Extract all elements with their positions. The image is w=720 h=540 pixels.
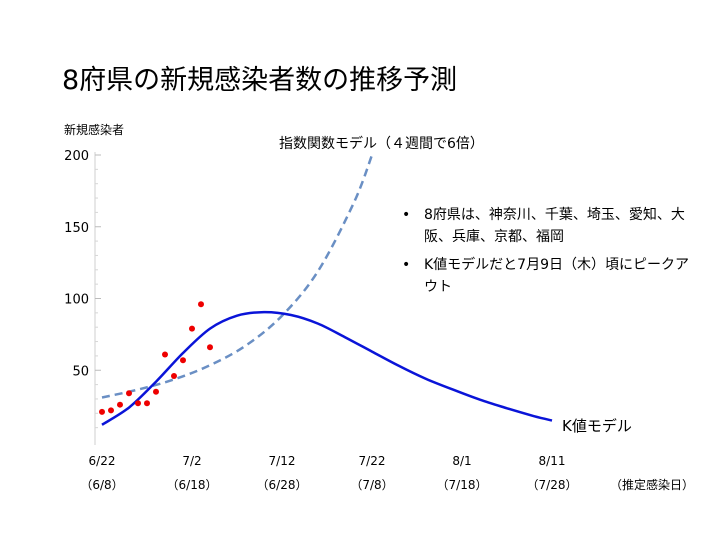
- data-point: [162, 351, 168, 358]
- bullet-list: • 8府県は、神奈川、千葉、埼玉、愛知、大阪、兵庫、京都、福岡 • K値モデルだと7…: [398, 204, 698, 304]
- data-point: [108, 407, 114, 414]
- x-tick-label: 6/22: [89, 454, 116, 468]
- bullet-item: • K値モデルだと7月9日（木）頃にピークアウト: [398, 254, 698, 298]
- y-tick-label: 100: [64, 293, 89, 308]
- x-tick-label: 8/11: [539, 454, 566, 468]
- exponential-model-label: 指数関数モデル（４週間で6倍）: [279, 135, 484, 152]
- y-axis-label: 新規感染者: [64, 122, 124, 137]
- x-tick-label: 8/1: [452, 454, 471, 468]
- data-point: [99, 408, 105, 415]
- x-tick-label: 7/2: [182, 454, 201, 468]
- data-point: [171, 372, 177, 379]
- x-axis-label: （推定感染日）: [610, 477, 694, 492]
- data-point: [153, 388, 159, 395]
- x-tick-sublabel: （6/8）: [80, 478, 123, 492]
- x-tick-label: 7/22: [359, 454, 386, 468]
- x-tick-sublabel: （7/28）: [527, 478, 578, 492]
- k-model-label: K値モデル: [562, 417, 632, 435]
- x-tick-sublabel: （7/18）: [437, 478, 488, 492]
- series-exponential-line: [101, 154, 374, 399]
- data-point: [126, 390, 132, 397]
- data-point: [207, 344, 213, 351]
- x-tick-sublabel: （6/28）: [257, 478, 308, 492]
- bullet-symbol: •: [402, 257, 411, 273]
- x-tick-sublabel: （6/18）: [167, 478, 218, 492]
- y-tick-label: 150: [64, 221, 89, 236]
- data-point: [135, 400, 141, 407]
- bullet-text: 8府県は、神奈川、千葉、埼玉、愛知、大阪、兵庫、京都、福岡: [424, 207, 685, 245]
- data-point: [189, 325, 195, 332]
- slide-title: 8府県の新規感染者数の推移予測: [62, 65, 458, 96]
- bullet-item: • 8府県は、神奈川、千葉、埼玉、愛知、大阪、兵庫、京都、福岡: [398, 204, 698, 248]
- x-tick-label: 7/12: [269, 454, 296, 468]
- data-point: [117, 401, 123, 408]
- series-k-model-line: [101, 310, 553, 426]
- x-tick-sublabel: （7/8）: [350, 478, 393, 492]
- bullet-text: K値モデルだと7月9日（木）頃にピークアウト: [424, 257, 689, 295]
- data-point: [144, 400, 150, 407]
- data-point: [198, 301, 204, 308]
- bullet-symbol: •: [402, 207, 411, 223]
- data-point: [180, 357, 186, 364]
- y-tick-label: 50: [72, 364, 89, 379]
- y-tick-label: 200: [64, 149, 89, 164]
